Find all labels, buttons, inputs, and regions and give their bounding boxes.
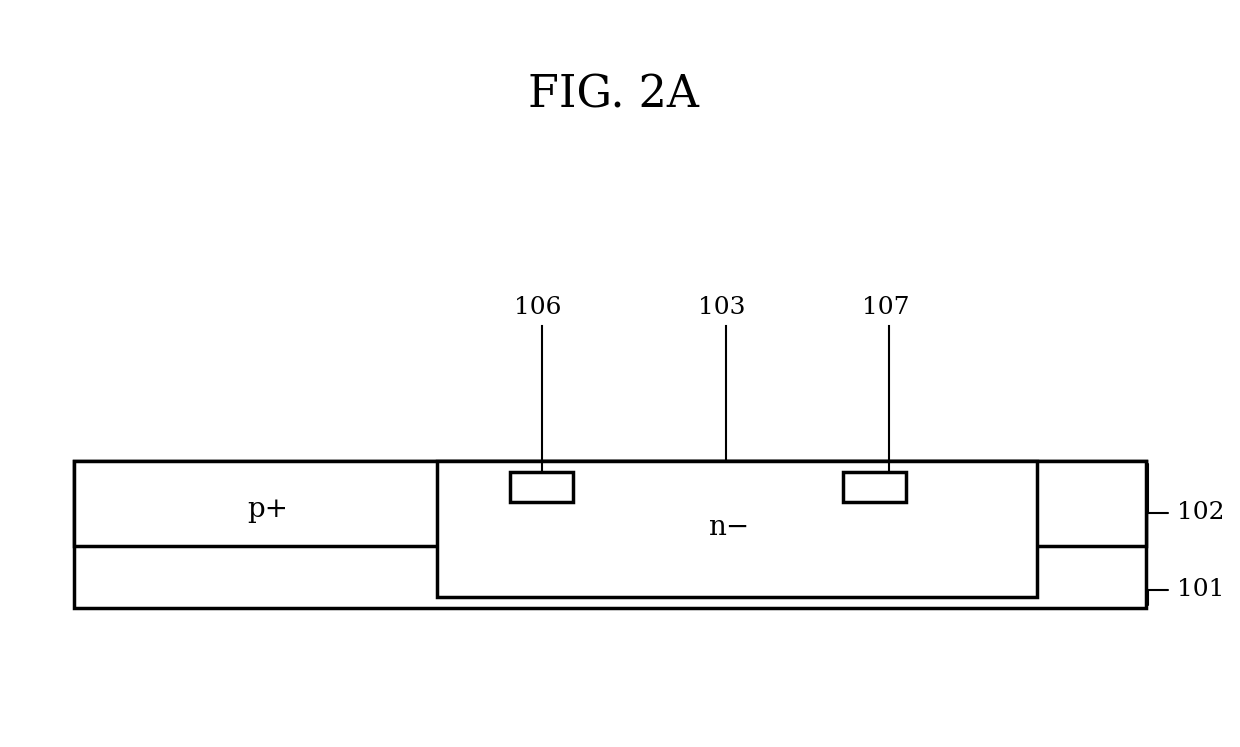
Text: 107: 107 xyxy=(862,296,910,318)
Text: 103: 103 xyxy=(698,296,746,318)
Text: 102: 102 xyxy=(1177,501,1224,524)
Bar xyxy=(843,472,906,502)
Text: n−: n− xyxy=(708,514,749,541)
Text: 106: 106 xyxy=(515,296,562,318)
Text: 101: 101 xyxy=(1177,578,1224,601)
Text: p+: p+ xyxy=(247,495,288,523)
Bar xyxy=(73,462,1147,608)
Bar xyxy=(73,462,1147,546)
Bar xyxy=(510,472,573,502)
Bar xyxy=(438,462,1038,597)
Text: FIG. 2A: FIG. 2A xyxy=(527,73,698,117)
